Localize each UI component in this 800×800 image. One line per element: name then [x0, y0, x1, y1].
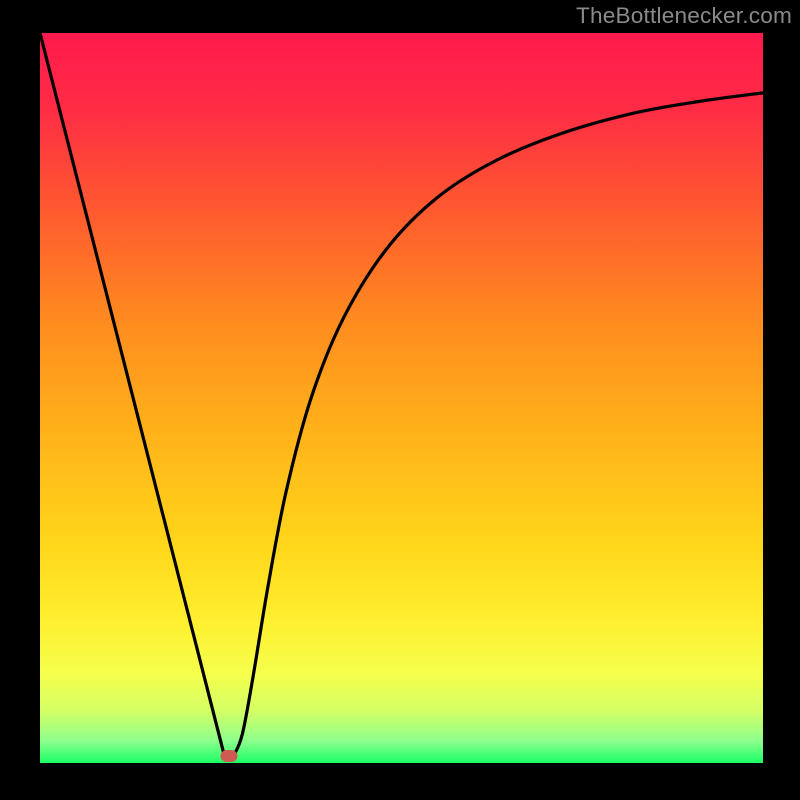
plot-area — [40, 33, 763, 763]
curve-right-segment — [234, 93, 763, 756]
minimum-marker — [221, 750, 238, 762]
curve-layer — [40, 33, 763, 763]
curve-left-segment — [40, 33, 224, 756]
chart-root: TheBottlenecker.com — [0, 0, 800, 800]
watermark-text: TheBottlenecker.com — [576, 3, 792, 29]
